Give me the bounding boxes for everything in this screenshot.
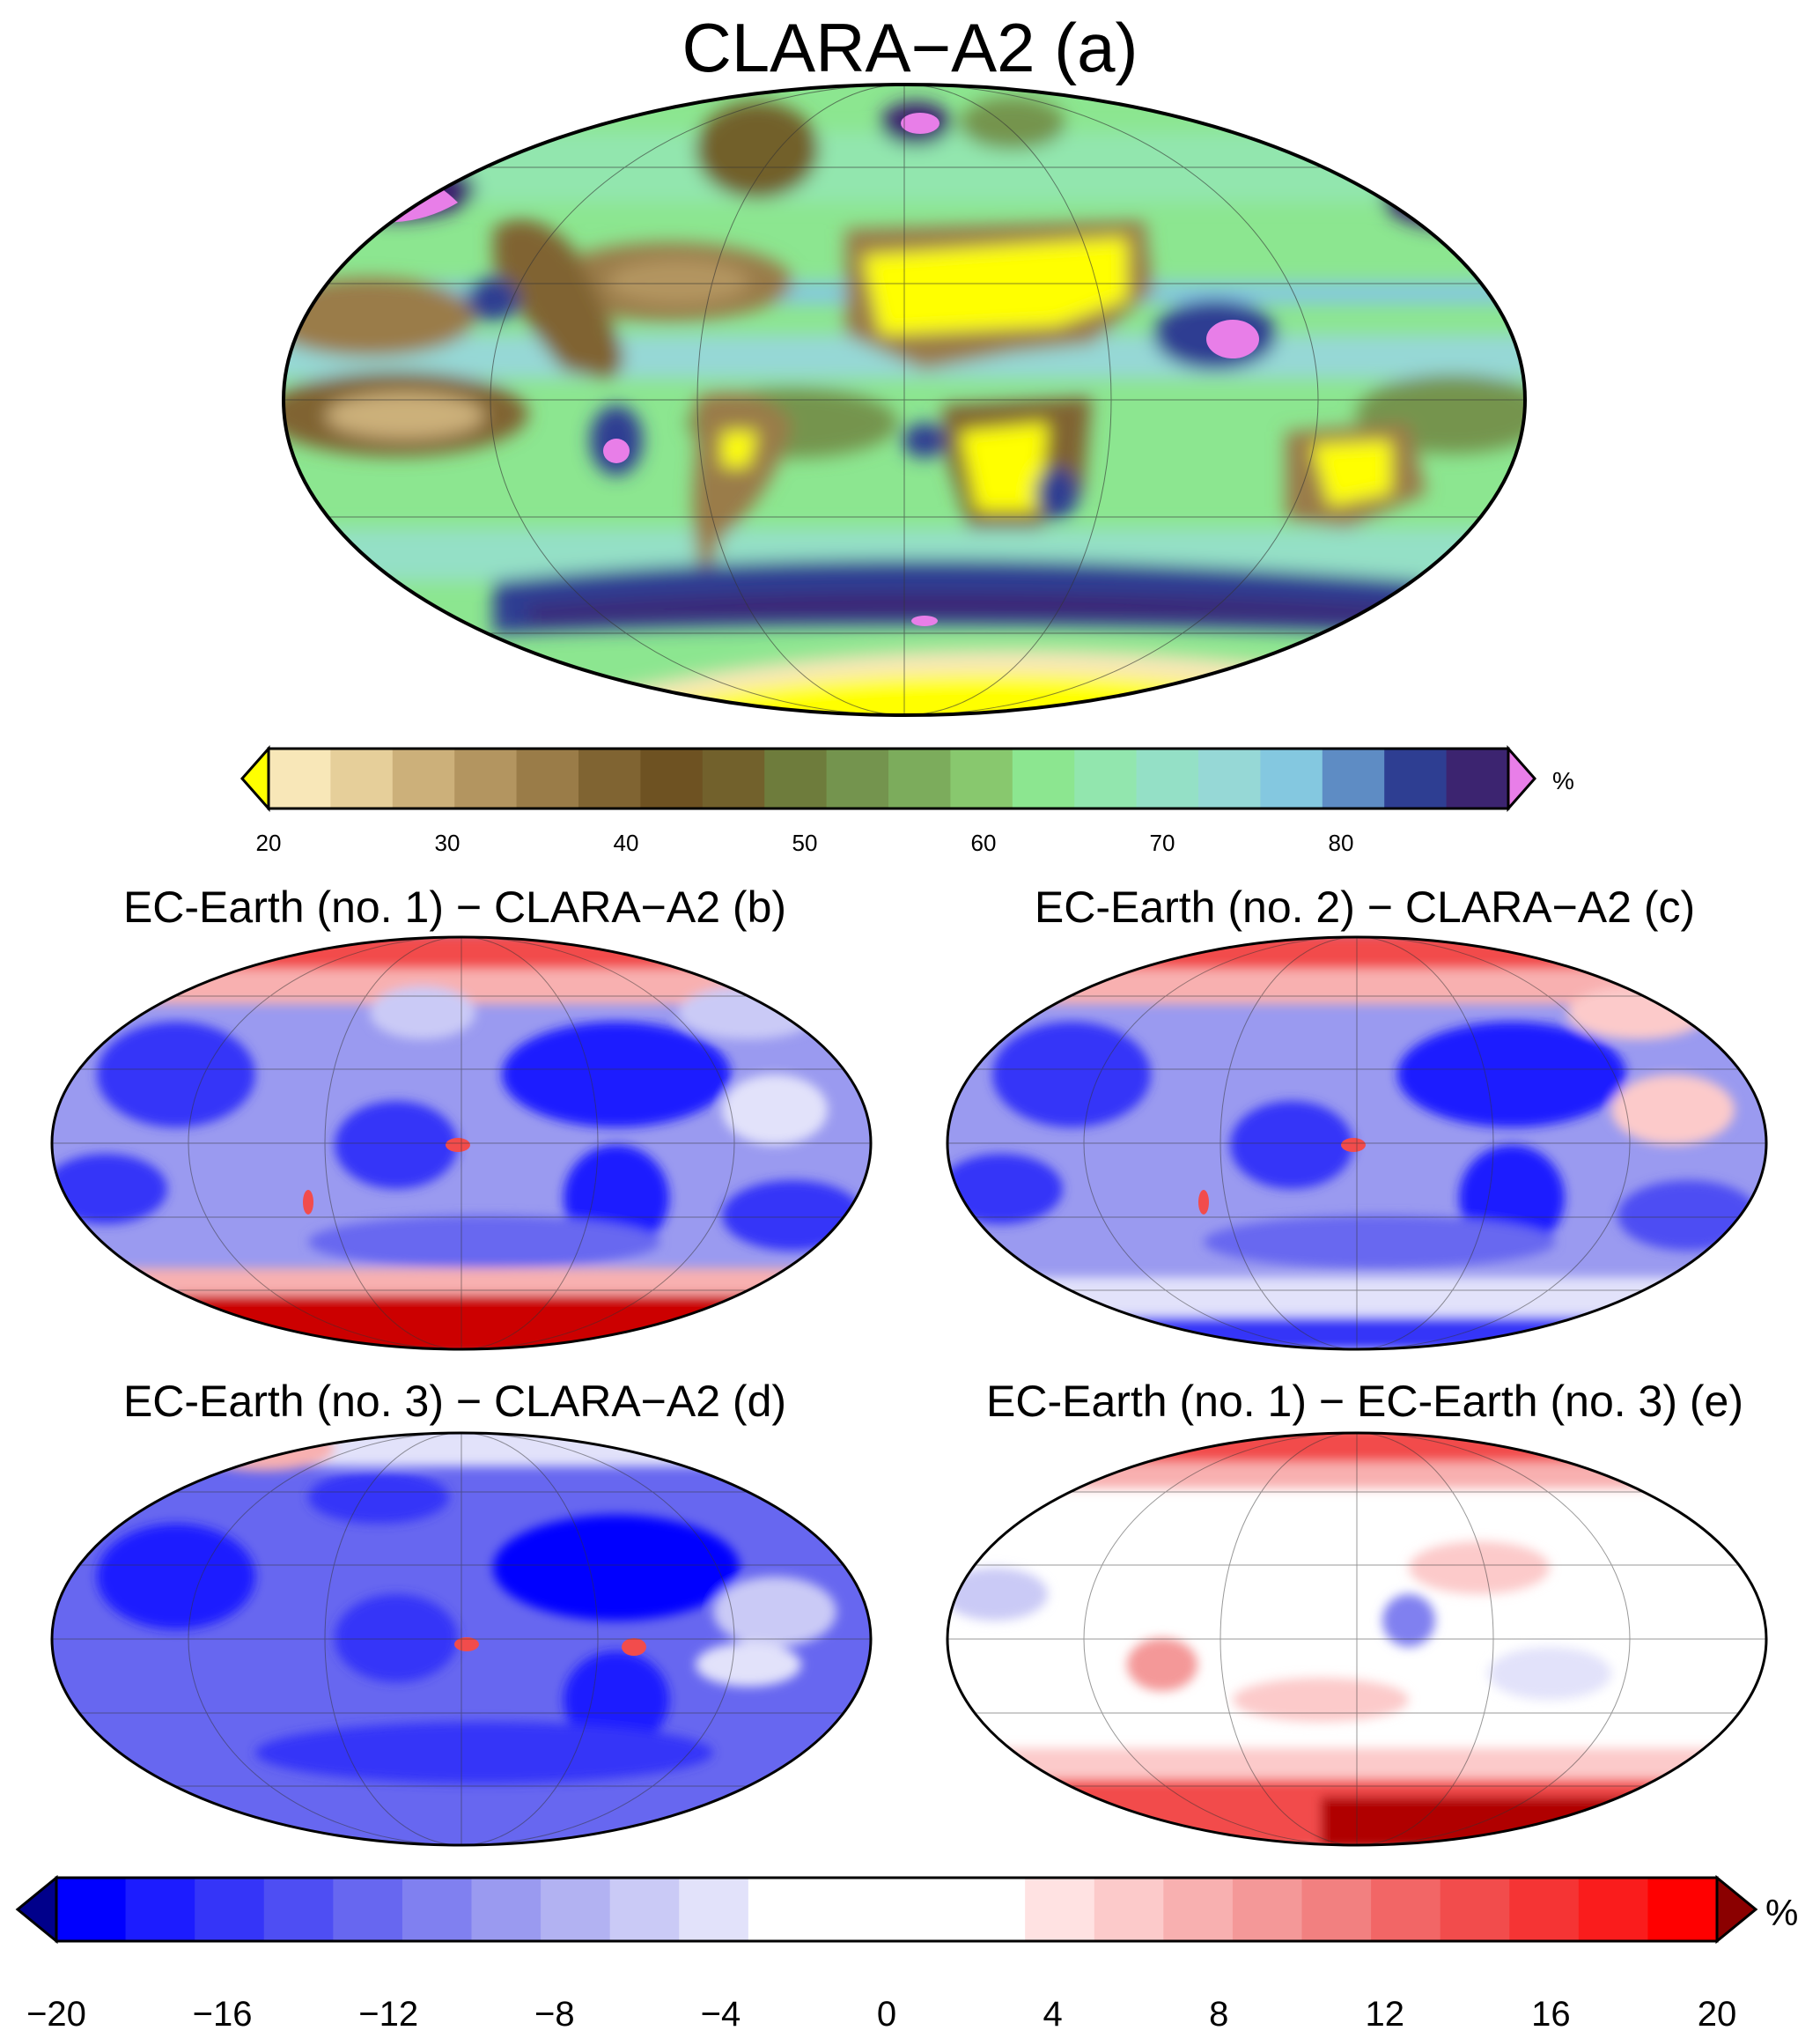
colorbar-bottom-swatch [955,1878,1026,1941]
colorbar-top-swatch [888,749,951,809]
map-panel-a [282,83,1527,717]
colorbar-bottom-swatch [1371,1878,1441,1941]
map-panel-b [50,935,873,1351]
colorbar-bottom-under-arrow [15,1874,58,1945]
colorbar-bottom-tick-label: −16 [193,1995,253,2034]
colorbar-bottom-swatch [609,1878,680,1941]
colorbar-top-tick-label: 50 [792,830,818,856]
colorbar-bottom-swatch [263,1878,334,1941]
colorbar-top-swatch [392,749,455,809]
colorbar-top-tick-label: 80 [1329,830,1354,856]
panel-c-title: EC-Earth (no. 2) − CLARA−A2 (c) [1034,882,1696,932]
colorbar-top-swatch [1136,749,1199,809]
colorbar-top-swatch [330,749,394,809]
colorbar-top-tick-label: 30 [435,830,461,856]
colorbar-bottom-swatch [748,1878,818,1941]
colorbar-bottom-tick-label: 12 [1366,1995,1405,2034]
colorbar-top-swatch [826,749,889,809]
panel-d-title: EC-Earth (no. 3) − CLARA−A2 (d) [122,1377,787,1426]
colorbar-bottom-swatch [1025,1878,1095,1941]
colorbar-top-swatch [516,749,579,809]
colorbar-bottom-tick-label: 20 [1698,1995,1737,2034]
colorbar-bottom-over-arrow [1715,1874,1758,1945]
colorbar-top-swatch [454,749,518,809]
colorbar-bottom-swatch [56,1878,127,1941]
colorbar-bottom-swatch [1094,1878,1164,1941]
panel-b-title: EC-Earth (no. 1) − CLARA−A2 (b) [122,882,787,932]
colorbar-top-tick-label: 70 [1150,830,1175,856]
colorbar-bottom-swatch [1301,1878,1372,1941]
colorbar-bottom-tick-label: 0 [877,1995,896,2034]
colorbar-bottom-tick-label: −20 [26,1995,86,2034]
colorbar-bottom-tick-label: −4 [701,1995,741,2034]
colorbar-top-over-arrow [1507,745,1537,812]
colorbar-bottom-swatch [1163,1878,1234,1941]
colorbar-bottom-swatch [1440,1878,1510,1941]
colorbar-top-swatch [1322,749,1385,809]
colorbar-bottom-swatch [333,1878,403,1941]
colorbar-top-tick-label: 20 [256,830,282,856]
colorbar-top-swatch [578,749,641,809]
colorbar-bottom-swatch [125,1878,195,1941]
colorbar-bottom-swatch [195,1878,265,1941]
colorbar-bottom-tick-label: 16 [1531,1995,1571,2034]
colorbar-top-swatch [1446,749,1509,809]
colorbar-bottom-swatch [1578,1878,1648,1941]
colorbar-top-tick-label: 40 [614,830,639,856]
colorbar-top-frame [267,747,1510,810]
colorbar-bottom-swatch [679,1878,749,1941]
colorbar-bottom-unit: % [1765,1892,1798,1933]
colorbar-bottom-swatch [541,1878,611,1941]
colorbar-top-swatch [269,749,331,809]
colorbar-top-swatch [950,749,1013,809]
colorbar-bottom-tick-label: 4 [1043,1995,1062,2034]
colorbar-bottom-tick-label: 8 [1209,1995,1228,2034]
colorbar-top-swatch [1074,749,1138,809]
colorbar-top-under-arrow [239,745,270,812]
colorbar-top: 20 30 40 50 60 70 80% [239,745,1574,856]
colorbar-top-tick-label: 60 [971,830,997,856]
map-panel-c [946,935,1768,1351]
colorbar-bottom-swatch [887,1878,957,1941]
colorbar-top-swatch [1198,749,1261,809]
colorbar-top-unit: % [1552,767,1574,794]
map-panel-d [50,1431,873,1847]
colorbar-top-swatch [640,749,704,809]
colorbar-bottom-frame [55,1876,1719,1943]
panel-e-title: EC-Earth (no. 1) − EC-Earth (no. 3) (e) [985,1377,1743,1426]
colorbar-bottom-swatch [402,1878,472,1941]
colorbar-bottom-swatch [1509,1878,1580,1941]
colorbar-bottom: −20 −16 −12 −8 −4 0 4 8 12 16 20% [15,1874,1798,2034]
colorbar-top-swatch [702,749,765,809]
colorbar-bottom-swatch [471,1878,542,1941]
colorbar-top-swatch [1384,749,1448,809]
colorbar-bottom-swatch [1232,1878,1302,1941]
colorbar-bottom-swatch [1647,1878,1718,1941]
colorbar-top-swatch [1012,749,1075,809]
map-panel-e [946,1431,1768,1847]
colorbar-bottom-tick-label: −12 [358,1995,418,2034]
colorbar-top-swatch [1260,749,1323,809]
panel-a-title: CLARA−A2 (a) [682,9,1138,86]
colorbar-top-swatch [764,749,828,809]
colorbar-bottom-tick-label: −8 [534,1995,575,2034]
colorbar-bottom-swatch [817,1878,888,1941]
